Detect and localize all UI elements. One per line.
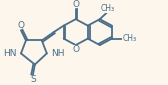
- Text: O: O: [17, 21, 25, 30]
- Text: CH₃: CH₃: [123, 34, 137, 43]
- Text: O: O: [72, 45, 79, 54]
- Text: CH₃: CH₃: [101, 4, 115, 13]
- Text: NH: NH: [51, 49, 64, 58]
- Text: S: S: [30, 75, 36, 84]
- Text: HN: HN: [4, 49, 17, 58]
- Text: O: O: [72, 0, 79, 9]
